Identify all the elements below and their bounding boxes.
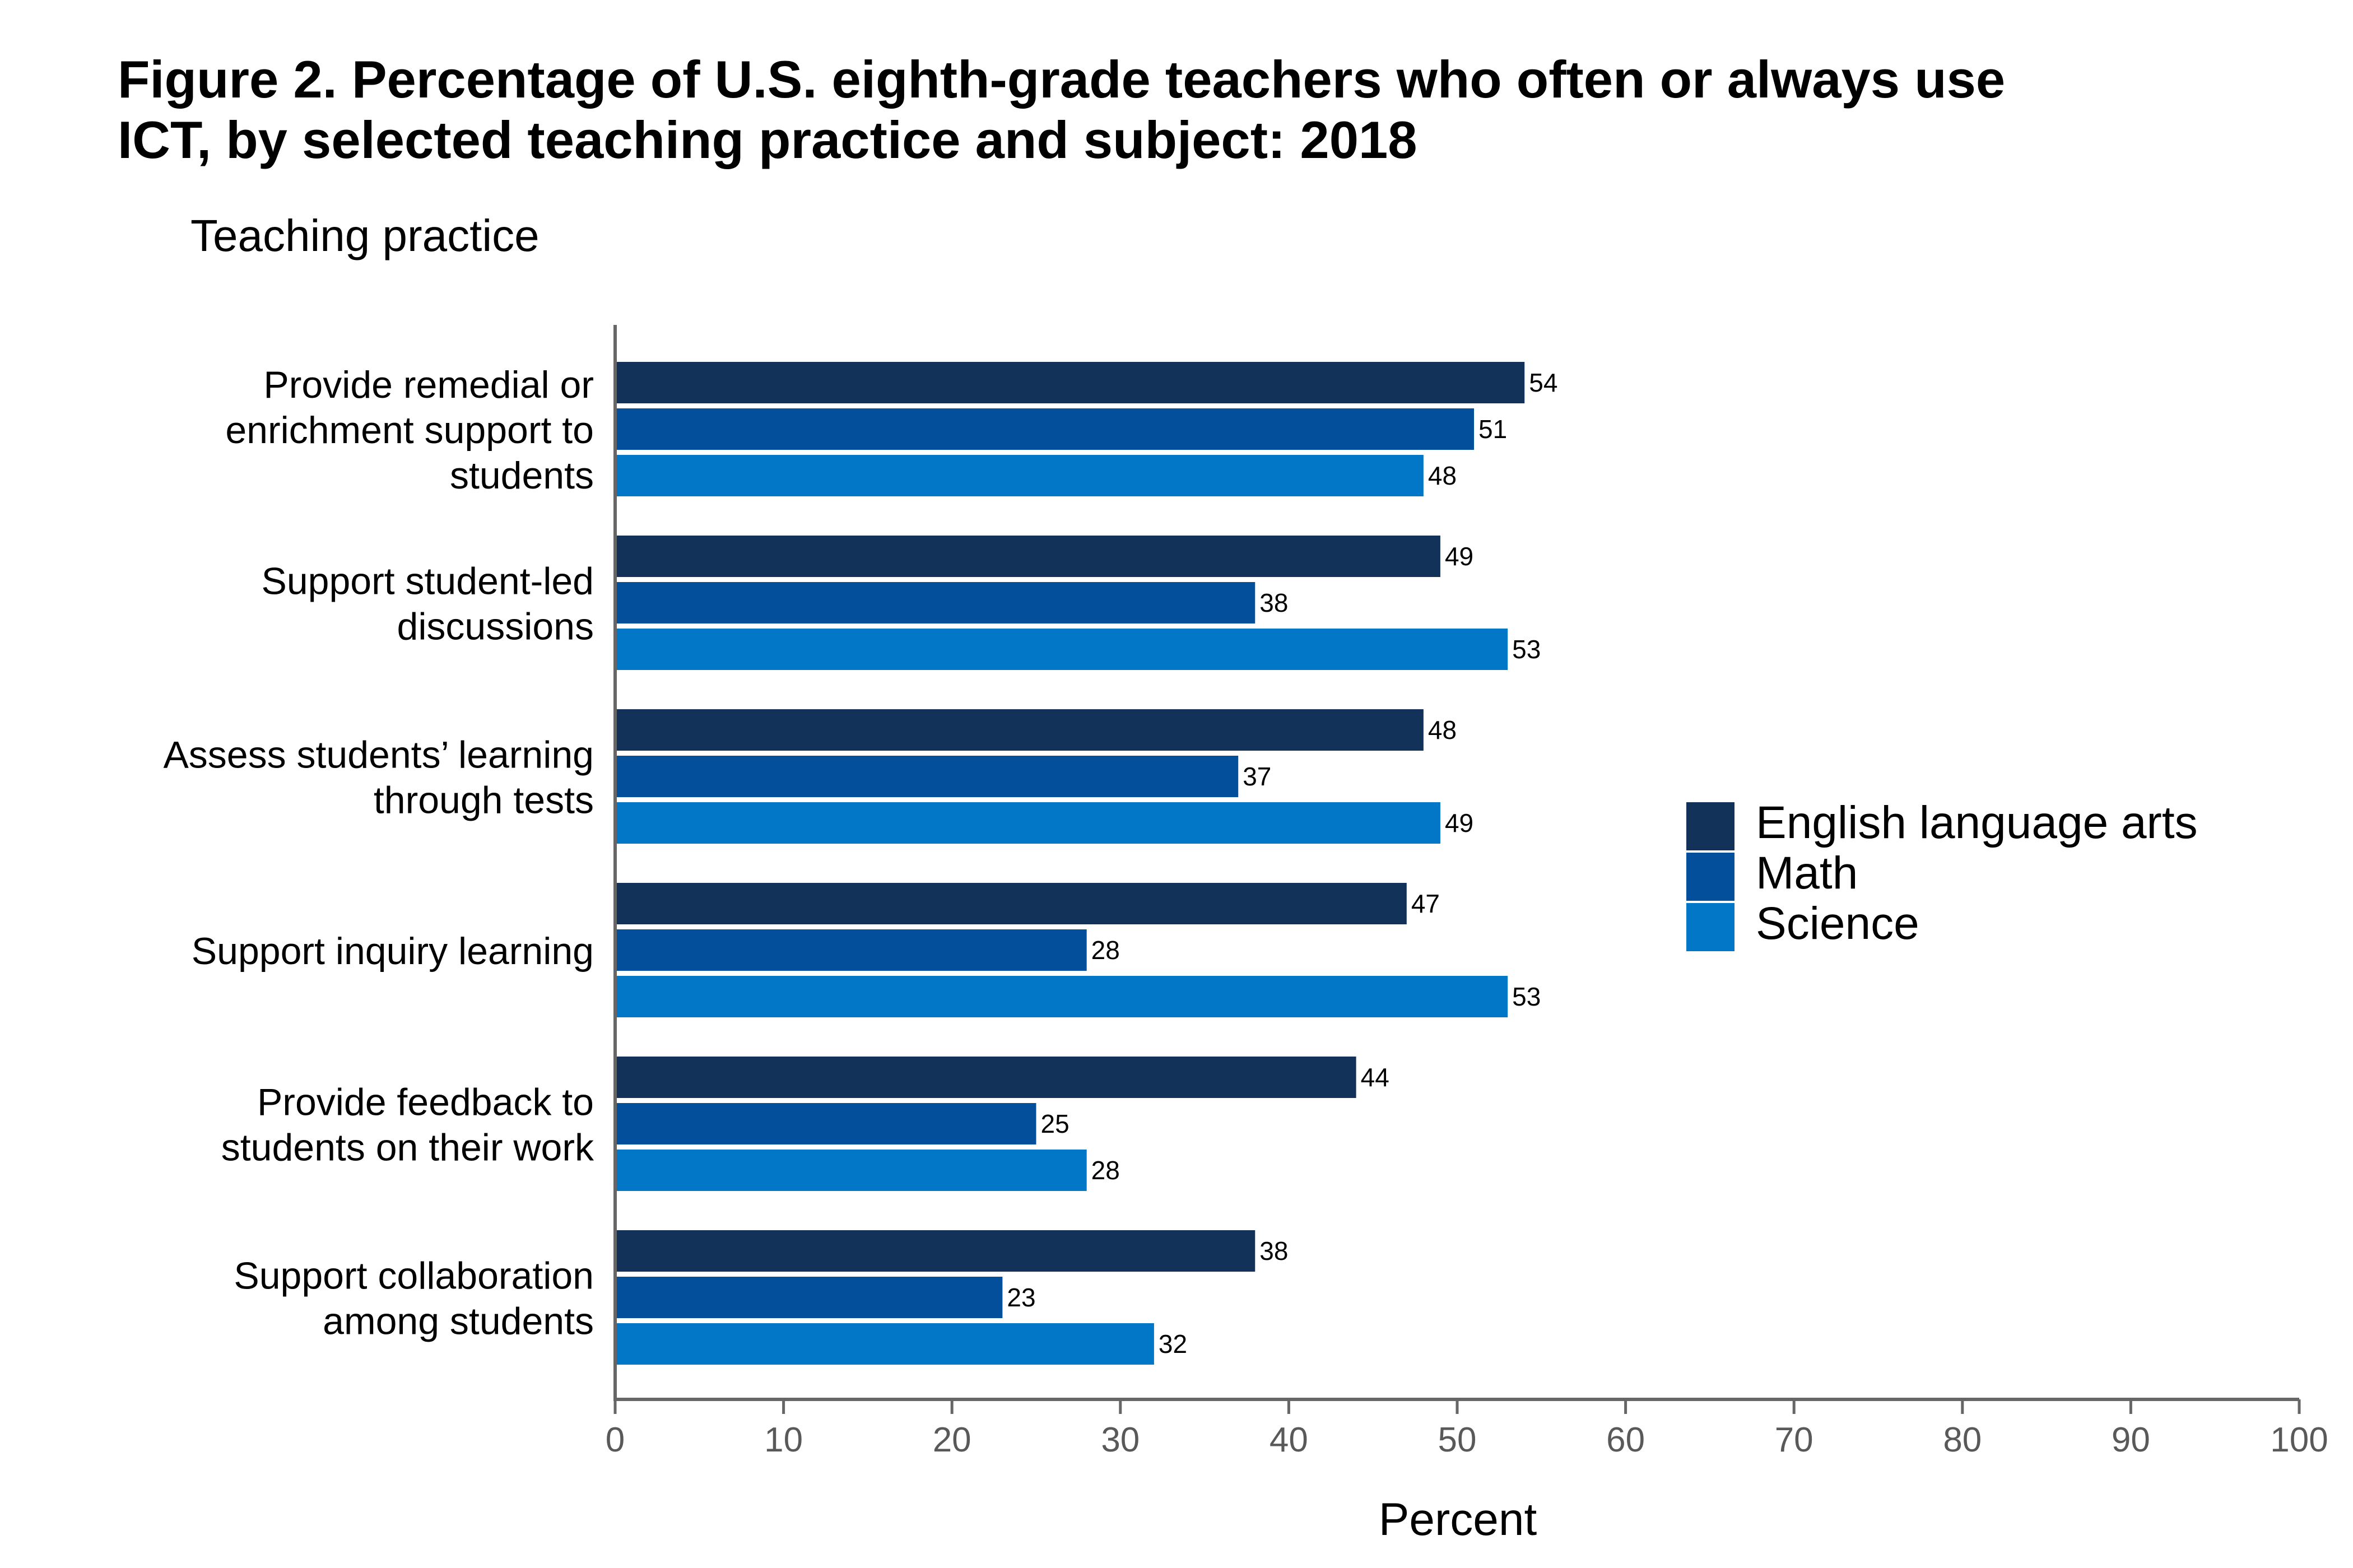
bar (615, 1230, 1255, 1272)
legend-swatch (1686, 903, 1734, 951)
data-label: 28 (1091, 936, 1120, 965)
category-label-line: Provide remedial or (263, 364, 594, 406)
legend-swatch (1686, 853, 1734, 901)
x-tick-labels-group: 0 10 20 30 40 50 60 70 80 90 100 (606, 1421, 2328, 1459)
value-labels-group: 54 51 48 49 38 53 48 37 49 47 28 53 44 25 28 38 23 32 (1007, 368, 1557, 1358)
data-label: 53 (1512, 635, 1541, 664)
category-label-line: enrichment support to (225, 409, 594, 452)
data-label: 51 (1478, 415, 1507, 444)
category-label-line: students on their work (221, 1127, 594, 1169)
y-axis-title: Teaching practice (190, 211, 540, 260)
category-label: Support collaboration among students (234, 1255, 594, 1343)
category-label: Support inquiry learning (192, 930, 594, 973)
x-axis-title: Percent (1379, 1494, 1537, 1545)
x-tick-label: 50 (1438, 1421, 1477, 1459)
data-label: 54 (1529, 368, 1557, 397)
chart-title-line-1: Figure 2. Percentage of U.S. eighth-grad… (118, 50, 2006, 109)
bar (615, 1150, 1087, 1191)
category-label: Support student-led discussions (261, 560, 594, 648)
data-label: 25 (1041, 1109, 1069, 1138)
legend-label: Math (1756, 848, 1858, 899)
x-tick-label: 100 (2270, 1421, 2328, 1459)
x-tick-label: 80 (1943, 1421, 1982, 1459)
bar (615, 362, 1525, 403)
category-label-line: among students (323, 1300, 594, 1343)
category-labels-group: Provide remedial or enrichment support to… (163, 364, 594, 1343)
category-label-line: Support student-led (261, 560, 594, 603)
data-label: 47 (1411, 889, 1440, 918)
bar (615, 709, 1424, 751)
data-label: 49 (1445, 542, 1473, 571)
x-tick-label: 20 (933, 1421, 971, 1459)
bar (615, 1277, 1003, 1318)
bar (615, 1323, 1154, 1365)
bar (615, 929, 1087, 971)
x-tick-label: 0 (606, 1421, 625, 1459)
category-label-line: Assess students’ learning (163, 734, 594, 776)
category-label: Provide feedback to students on their wor… (221, 1081, 594, 1169)
category-label-line: discussions (397, 606, 594, 648)
data-label: 28 (1091, 1156, 1120, 1185)
category-label-line: through tests (374, 779, 594, 822)
x-tick-label: 30 (1101, 1421, 1140, 1459)
x-tick-label: 40 (1269, 1421, 1308, 1459)
category-label-line: Support inquiry learning (192, 930, 594, 973)
bar (615, 1103, 1036, 1144)
data-label: 48 (1428, 461, 1457, 490)
x-tick-label: 60 (1606, 1421, 1645, 1459)
data-label: 44 (1361, 1063, 1389, 1092)
bar (615, 883, 1407, 924)
data-label: 23 (1007, 1283, 1035, 1312)
bar (615, 756, 1239, 797)
data-label: 38 (1259, 588, 1288, 617)
x-tick-label: 90 (2112, 1421, 2150, 1459)
bar (615, 976, 1508, 1017)
data-label: 53 (1512, 982, 1541, 1011)
bar (615, 582, 1255, 624)
x-tick-label: 70 (1775, 1421, 1813, 1459)
bar (615, 455, 1424, 496)
bar (615, 629, 1508, 670)
legend-label: English language arts (1756, 797, 2198, 848)
bar (615, 1057, 1356, 1098)
category-label-line: Provide feedback to (257, 1081, 594, 1124)
data-label: 49 (1445, 808, 1473, 837)
legend-label: Science (1756, 898, 1919, 949)
bar (615, 802, 1440, 844)
category-label-line: students (450, 454, 594, 497)
x-tick-label: 10 (764, 1421, 803, 1459)
chart-title-line-2: ICT, by selected teaching practice and s… (118, 110, 1417, 169)
bar (615, 408, 1475, 450)
category-label-line: Support collaboration (234, 1255, 594, 1297)
data-label: 38 (1259, 1236, 1288, 1265)
category-label: Provide remedial or enrichment support to… (225, 364, 594, 497)
data-label: 37 (1243, 762, 1271, 791)
category-label: Assess students’ learning through tests (163, 734, 594, 822)
chart-title: Figure 2. Percentage of U.S. eighth-grad… (118, 49, 2331, 170)
bar (615, 536, 1440, 577)
axes-group (613, 325, 2301, 1414)
bars-group (615, 362, 1525, 1365)
data-label: 48 (1428, 715, 1457, 745)
data-label: 32 (1159, 1329, 1187, 1358)
legend-swatch (1686, 802, 1734, 850)
